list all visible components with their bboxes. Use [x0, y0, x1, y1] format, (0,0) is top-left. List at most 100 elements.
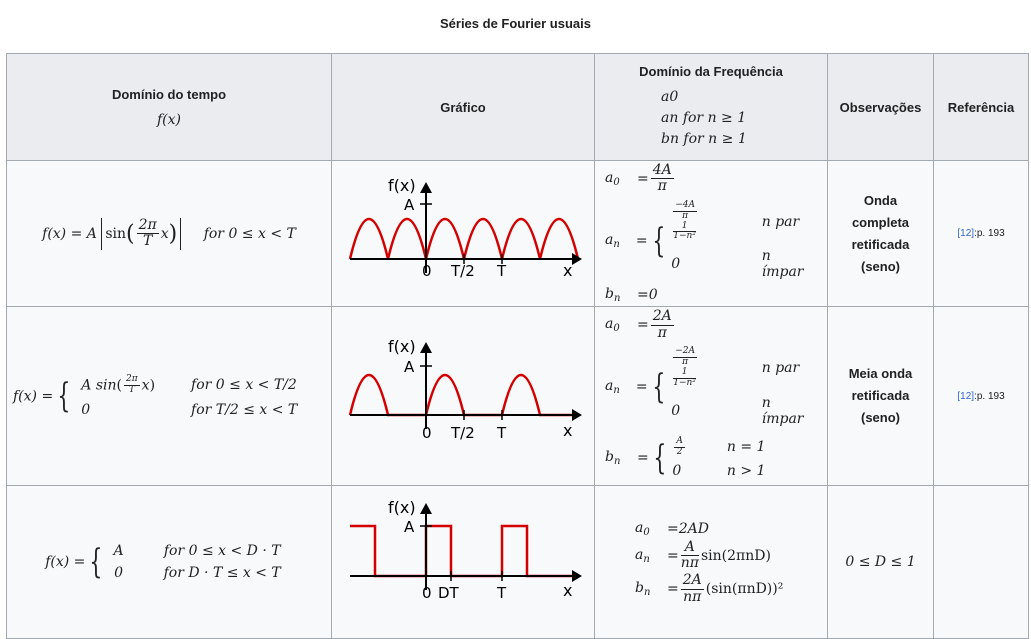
waveform: [348, 217, 580, 260]
time-lhs: f(x) =: [13, 388, 54, 405]
y-label: f(x): [388, 176, 416, 195]
header-freq-bn: bn for n ≥ 1: [661, 131, 747, 147]
an-num: A: [680, 539, 699, 557]
an-den2: 1−n²: [673, 231, 696, 242]
x0-label: 0: [422, 262, 432, 280]
an-cases: −2A π 1 1−n² n par 0 n ímpar: [669, 343, 827, 431]
frac-den: T: [143, 233, 153, 250]
time-lhs: f(x) = A: [42, 225, 97, 242]
an-num: −2A: [673, 346, 697, 359]
header-freq-domain-label: Domínio da Frequência: [639, 64, 783, 79]
an-num2: 1: [673, 367, 696, 379]
x0-label: 0: [422, 584, 432, 602]
an-den: π: [682, 210, 689, 221]
obs-line: retificada: [851, 236, 910, 252]
bn-den: nπ: [683, 588, 702, 605]
an-cases: −4A π 1 1−n² n par 0 n ímpar: [669, 197, 827, 285]
header-row: Domínio do tempo f(x) Gráfico Domínio da…: [6, 53, 1029, 161]
x1-label: T/2: [450, 424, 475, 442]
header-freq-domain: Domínio da Frequência a0 an for n ≥ 1 bn…: [594, 53, 828, 161]
frac-num: 2π: [124, 374, 140, 386]
frac-num: 2π: [136, 216, 159, 235]
an-den: π: [682, 357, 689, 368]
an-den: nπ: [680, 555, 699, 572]
y-axis-arrow: [420, 503, 432, 515]
an-den2: 1−n²: [673, 377, 696, 388]
x0-label: 0: [422, 424, 432, 442]
obs-line: Meia onda: [848, 366, 913, 382]
header-observations: Observações: [827, 53, 934, 161]
y-label: f(x): [388, 337, 416, 356]
case2-expr: 0: [114, 565, 123, 582]
observation-cell: 0 ≤ D ≤ 1: [827, 485, 934, 639]
an-cond1: n par: [761, 359, 800, 376]
x-label: x: [563, 421, 572, 440]
header-graph: Gráfico: [331, 53, 595, 161]
a0-num: 2A: [650, 308, 674, 326]
bn-cond2: n > 1: [726, 463, 766, 480]
header-time-domain: Domínio do tempo f(x): [6, 53, 332, 161]
fraction: 2π T: [136, 216, 159, 250]
square-wave-graph: f(x) A 0 DT T x: [350, 498, 582, 602]
case2-expr: 0: [81, 401, 91, 418]
waveform: [348, 373, 578, 417]
full-wave-rectified-graph: f(x) A 0 T/2 T x: [348, 176, 582, 280]
case1-cond: for 0 ≤ x < D · T: [163, 543, 281, 560]
header-freq-a0: a0: [661, 89, 679, 105]
a-label: A: [404, 518, 415, 536]
x1-label: T/2: [450, 262, 475, 280]
an-num2: 1: [673, 221, 696, 233]
case1-expr: A sin: [81, 377, 117, 394]
x-axis-arrow: [572, 570, 582, 583]
an-num: −4A: [673, 199, 697, 212]
x2-label: T: [496, 262, 507, 280]
x1-label: DT: [438, 584, 460, 602]
y-axis-arrow: [420, 182, 432, 194]
x-axis-arrow: [572, 408, 582, 421]
case1-expr: A: [113, 543, 124, 560]
bn-value: =0: [637, 287, 658, 304]
case2-cond: for T/2 ≤ x < T: [191, 401, 298, 418]
y-axis-arrow: [420, 341, 432, 353]
header-reference: Referência: [933, 53, 1029, 161]
reference-link[interactable]: [12]: [957, 228, 975, 240]
case1-cond: for 0 ≤ x < T/2: [191, 377, 297, 394]
obs-line: completa: [851, 214, 910, 230]
bn-case2: 0: [672, 463, 682, 480]
time-condition: for 0 ≤ x < T: [203, 225, 296, 242]
obs-line: 0 ≤ D ≤ 1: [845, 554, 916, 571]
an-case2: 0: [671, 256, 681, 273]
header-freq-an: an for n ≥ 1: [661, 110, 747, 126]
graph-cell: f(x) A 0 T/2 T x: [331, 306, 595, 487]
an-cond1: n par: [761, 213, 800, 230]
bn-den: 2: [676, 446, 683, 457]
graph-cell: f(x) A 0 DT T x: [331, 485, 595, 639]
a-label: A: [404, 358, 415, 376]
an-case2: 0: [671, 402, 681, 419]
reference-link[interactable]: [12]: [957, 390, 975, 402]
x-axis-arrow: [572, 253, 582, 266]
bn-cond1: n = 1: [726, 439, 766, 456]
half-wave-rectified-graph: f(x) A 0 T/2 T x: [348, 337, 582, 442]
a0-value: =2AD: [667, 520, 709, 537]
y-label: f(x): [388, 498, 416, 517]
header-time-domain-label: Domínio do tempo: [111, 86, 227, 102]
reference-cell: [12]:p. 193: [933, 159, 1029, 308]
reference-page: :p. 193: [974, 228, 1005, 240]
a0-den: π: [657, 324, 667, 341]
x2-label: T: [496, 424, 507, 442]
x-label: x: [563, 581, 572, 600]
reference-page: :p. 193: [974, 390, 1005, 402]
obs-line: (seno): [861, 258, 900, 274]
